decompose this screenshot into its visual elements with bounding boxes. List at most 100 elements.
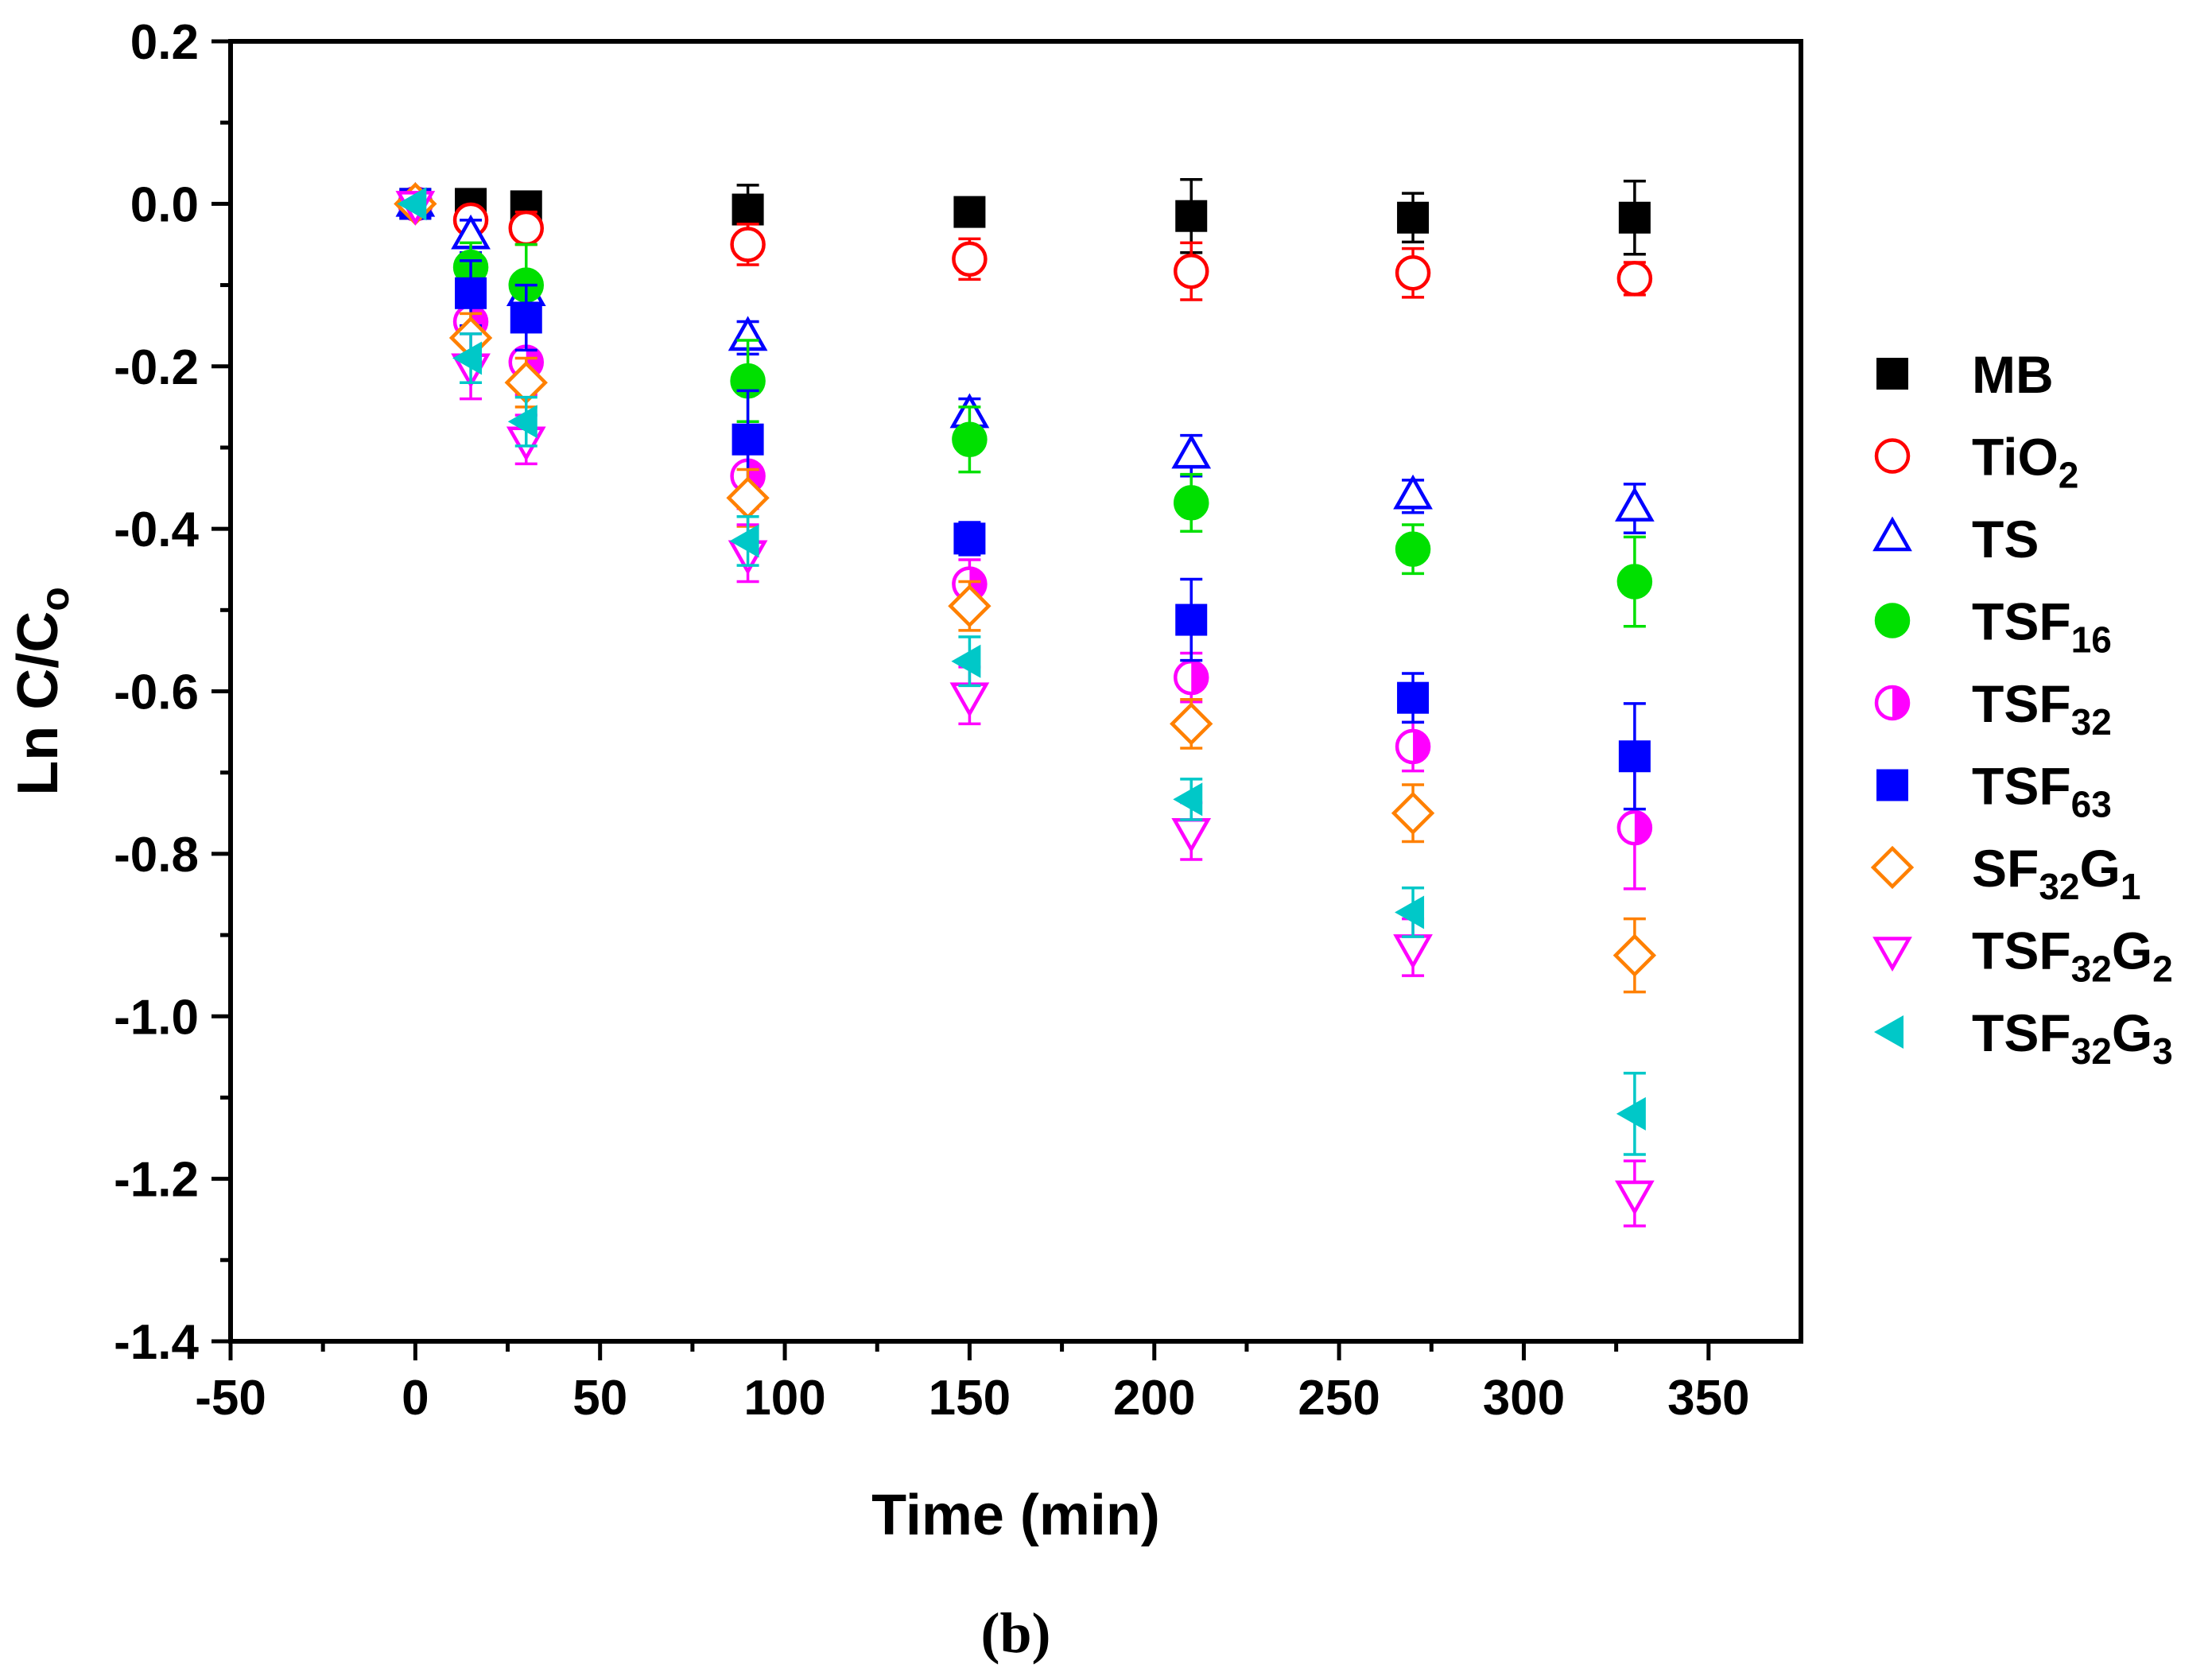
x-axis-label: Time (min) (871, 1484, 1160, 1547)
data-point (1393, 474, 1433, 510)
y-tick-label: -0.6 (114, 665, 199, 720)
data-point (1615, 487, 1655, 522)
data-point (1616, 1096, 1646, 1131)
data-point (729, 524, 759, 558)
x-tick-label: 300 (1483, 1371, 1565, 1426)
y-axis-label-subscript: o (33, 587, 77, 611)
data-point (1175, 200, 1208, 232)
data-point (1170, 702, 1213, 746)
y-axis: 0.2 0.0 -0.2 -0.4 -0.6 -0.8 -1.0 -1.2 -1.4 (114, 15, 231, 1370)
x-tick-label: 250 (1298, 1371, 1380, 1426)
data-point (1395, 728, 1431, 765)
x-tick-label: 0 (402, 1371, 429, 1426)
legend-item-TSF63: TSF63 (1876, 757, 2112, 825)
legend-item-TSF32G3: TSF32G3 (1874, 1003, 2173, 1072)
data-point (1615, 1180, 1655, 1216)
legend-item-TS: TS (1872, 510, 2039, 568)
data-point (952, 241, 988, 277)
y-axis-label-main: Ln C/C (6, 611, 70, 796)
legend-marker (1874, 438, 1911, 474)
figure-caption: (b) (981, 1601, 1051, 1665)
legend-label: TS (1972, 510, 2039, 568)
data-point (1612, 933, 1657, 977)
y-tick-label: -0.8 (114, 828, 199, 883)
legend-label: TiO2 (1972, 428, 2078, 496)
data-point (951, 644, 981, 678)
legend-marker (1874, 685, 1911, 721)
legend-item-TSF16: TSF16 (1874, 592, 2112, 661)
legend-label: TSF32G2 (1972, 921, 2173, 990)
data-point (1618, 740, 1651, 773)
legend-label: SF32G1 (1972, 839, 2140, 907)
legend-marker (1876, 769, 1908, 801)
x-tick-label: 50 (572, 1371, 627, 1426)
legend-marker (1876, 358, 1908, 390)
legend-item-SF32G1: SF32G1 (1870, 839, 2140, 907)
series-TSF32G3 (397, 187, 1646, 1156)
data-point (1616, 261, 1653, 297)
x-tick-label: -50 (195, 1371, 266, 1426)
legend-item-TiO2: TiO2 (1874, 428, 2078, 496)
data-point (1395, 895, 1425, 929)
y-tick-label: -1.2 (114, 1153, 199, 1208)
data-point (1173, 782, 1203, 817)
legend-marker (1872, 516, 1912, 552)
data-point (1395, 254, 1431, 291)
data-point (730, 227, 766, 262)
plot-content (394, 177, 1657, 1228)
data-point (1616, 809, 1653, 846)
data-point (1171, 433, 1212, 469)
legend-item-MB: MB (1876, 345, 2054, 404)
legend-label: TSF63 (1972, 757, 2112, 825)
data-point (510, 301, 542, 334)
data-point (1173, 485, 1209, 521)
y-tick-label: 0.2 (130, 15, 199, 70)
legend-label: TSF16 (1972, 592, 2112, 661)
data-point (1395, 531, 1431, 567)
legend-label: TSF32G3 (1972, 1003, 2173, 1072)
legend-item-TSF32G2: TSF32G2 (1872, 921, 2173, 990)
data-point (452, 341, 483, 375)
y-axis-label: Ln C/Co (6, 587, 77, 796)
y-tick-label: -1.0 (114, 990, 199, 1045)
data-point (455, 277, 487, 309)
y-tick-label: -0.4 (114, 502, 199, 557)
x-tick-label: 350 (1667, 1371, 1749, 1426)
x-tick-label: 200 (1113, 1371, 1195, 1426)
y-tick-label: -1.4 (114, 1315, 199, 1370)
data-point (1616, 564, 1653, 599)
data-point (1391, 791, 1435, 835)
x-tick-label: 100 (743, 1371, 825, 1426)
x-tick-label: 150 (929, 1371, 1011, 1426)
series-TSF63 (399, 188, 1651, 811)
data-point (1618, 201, 1651, 234)
data-point (1173, 659, 1209, 696)
legend: MB TiO2 TS TSF16 TSF32 TSF63 SF32G1 TSF32G2 TSF3… (1870, 345, 2173, 1072)
data-point (948, 584, 992, 628)
y-tick-label: -0.2 (114, 340, 199, 395)
data-point (953, 196, 986, 228)
legend-marker (1874, 1015, 1903, 1049)
data-point (732, 423, 764, 456)
data-point (508, 210, 545, 246)
legend-marker (1870, 845, 1915, 890)
data-point (953, 522, 986, 555)
data-point (1175, 603, 1208, 636)
legend-label: TSF32 (1972, 674, 2112, 743)
legend-label: MB (1972, 345, 2054, 404)
legend-marker (1872, 937, 1912, 972)
legend-marker (1874, 603, 1911, 638)
data-point (1173, 253, 1209, 289)
legend-item-TSF32: TSF32 (1874, 674, 2112, 743)
data-point (952, 421, 988, 457)
x-axis: -50 0 50 100 150 200 250 300 350 (195, 1341, 1750, 1426)
data-point (397, 187, 427, 221)
data-point (952, 566, 988, 602)
data-point (732, 193, 764, 226)
y-tick-label: 0.0 (130, 177, 199, 232)
data-point (1397, 681, 1430, 714)
data-point (1397, 201, 1430, 234)
data-point (507, 405, 537, 439)
